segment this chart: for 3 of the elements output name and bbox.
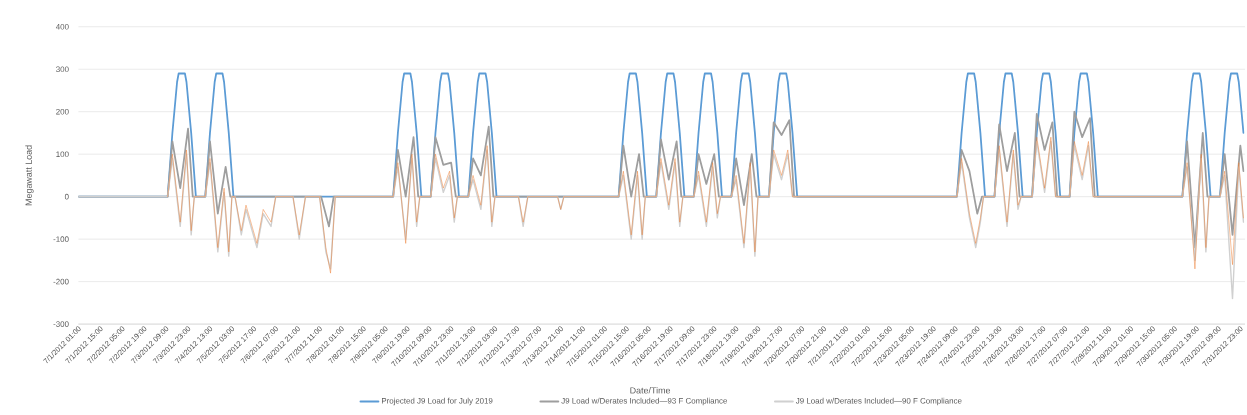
x-axis-title: Date/Time — [630, 386, 671, 394]
line-series — [78, 110, 1245, 249]
y-axis-title: Megawatt Load — [25, 145, 34, 206]
